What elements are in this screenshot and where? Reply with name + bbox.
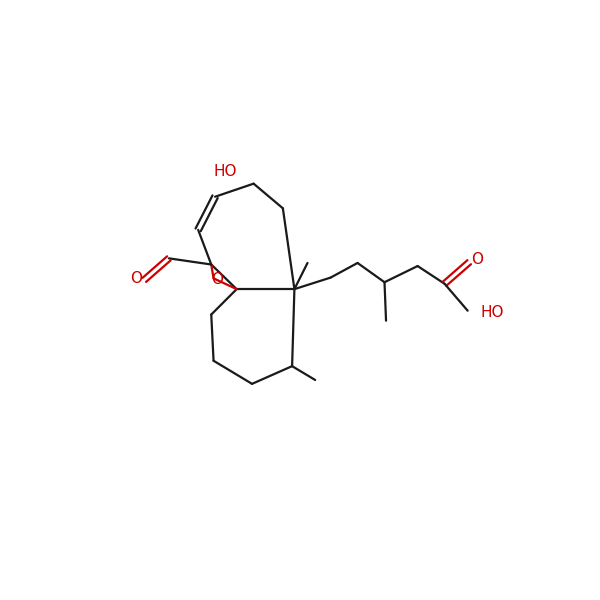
- Text: O: O: [131, 271, 143, 286]
- Text: HO: HO: [481, 305, 504, 320]
- Text: HO: HO: [213, 164, 236, 179]
- Text: O: O: [211, 272, 223, 287]
- Text: O: O: [471, 251, 483, 266]
